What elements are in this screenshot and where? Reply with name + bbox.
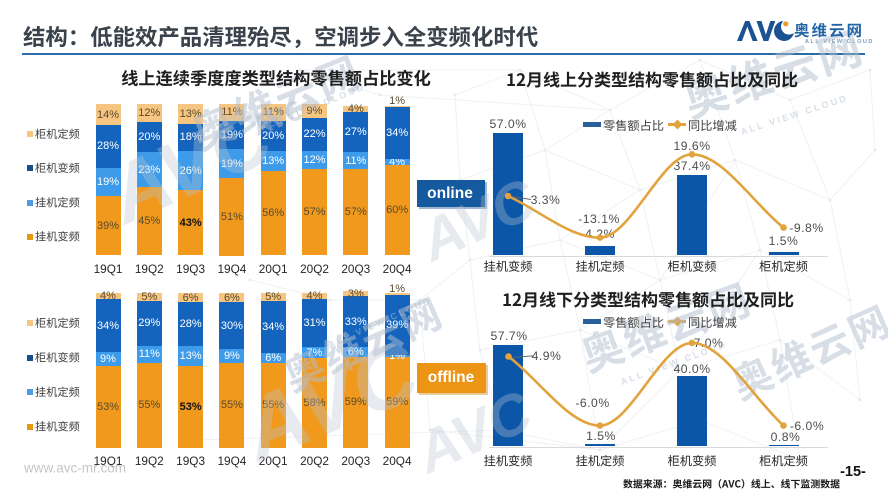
svg-text:ALL VIEW CLOUD: ALL VIEW CLOUD xyxy=(740,93,850,137)
